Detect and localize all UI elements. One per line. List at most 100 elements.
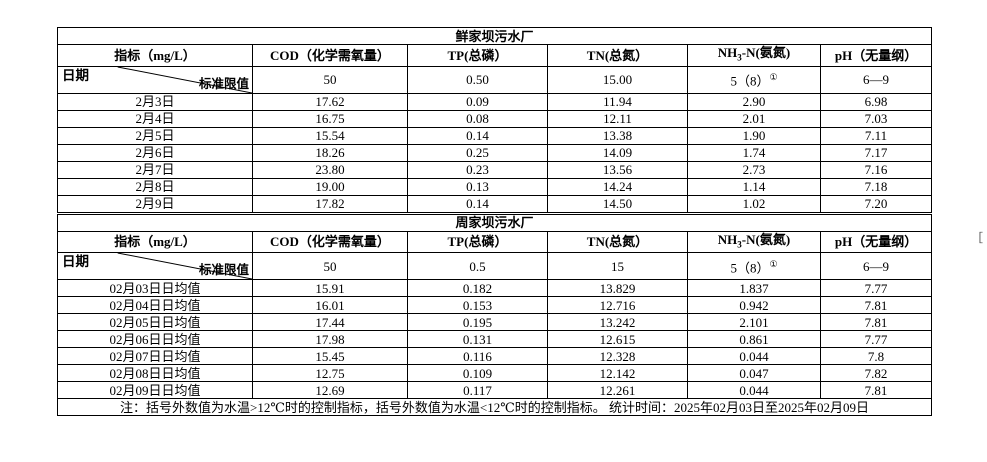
table-1-date-label: 日期: [62, 67, 89, 83]
cell-cod: 17.62: [252, 92, 408, 111]
cell-tn: 13.56: [547, 160, 688, 179]
cell-tn: 14.50: [547, 194, 688, 213]
table-2-limit-nh3n: 5（8）①: [687, 252, 821, 281]
cell-nh3n: 0.047: [687, 364, 821, 383]
cell-tn: 14.09: [547, 143, 688, 162]
table-row: 2月3日 17.62 0.09 11.94 2.90 6.98: [57, 92, 933, 111]
cell-date: 2月5日: [57, 126, 253, 145]
table-row: 2月7日 23.80 0.23 13.56 2.73 7.16: [57, 160, 933, 179]
table-row: 02月05日日均值 17.44 0.195 13.242 2.101 7.81: [57, 313, 933, 332]
water-plant-table-2: 周家坝污水厂 指标（mg/L） COD（化学需氧量） TP(总磷） TN(总氮）…: [56, 213, 933, 417]
cell-date: 2月3日: [57, 92, 253, 111]
cell-ph: 7.17: [819, 143, 933, 162]
cell-ph: 7.03: [819, 109, 933, 128]
table-1-limit-cod: 50: [252, 65, 408, 94]
table-2-corner-cell: 日期 标准限值: [57, 252, 253, 281]
cell-cod: 15.54: [252, 126, 408, 145]
cell-tn: 12.11: [547, 109, 688, 128]
cell-tp: 0.182: [407, 279, 548, 298]
table-1-header-row: 指标（mg/L） COD（化学需氧量） TP(总磷） TN(总氮） NH3-N(…: [57, 44, 933, 67]
cell-ph: 7.20: [819, 194, 933, 213]
cell-ph: 7.82: [819, 364, 933, 383]
table-2-header-indicator: 指标（mg/L）: [57, 230, 253, 254]
cell-cod: 17.98: [252, 330, 408, 349]
cell-cod: 17.44: [252, 313, 408, 332]
cell-ph: 7.18: [819, 177, 933, 196]
table-1-limit-mark: ①: [769, 72, 778, 83]
table-1-limit-tp: 0.50: [407, 65, 548, 94]
cell-tp: 0.195: [407, 313, 548, 332]
cell-tn: 12.716: [547, 296, 688, 315]
table-1-title: 鲜家坝污水厂: [56, 27, 933, 45]
cell-cod: 18.26: [252, 143, 408, 162]
table-row: 2月6日 18.26 0.25 14.09 1.74 7.17: [57, 143, 933, 162]
cell-nh3n: 0.044: [687, 347, 821, 366]
cell-nh3n: 0.942: [687, 296, 821, 315]
cell-nh3n: 1.02: [687, 194, 821, 213]
cell-tn: 12.615: [547, 330, 688, 349]
cell-date: 02月07日日均值: [57, 347, 253, 366]
table-1-header-nh3n: NH3-N(氨氮): [687, 44, 821, 67]
table-row: 02月09日日均值 12.69 0.117 12.261 0.044 7.81: [57, 381, 933, 400]
table-2-title: 周家坝污水厂: [56, 213, 933, 232]
table-2-date-label: 日期: [62, 254, 89, 270]
cell-nh3n: 1.837: [687, 279, 821, 298]
cell-date: 2月4日: [57, 109, 253, 128]
table-2-limit-mark: ①: [769, 259, 778, 270]
cell-cod: 15.91: [252, 279, 408, 298]
cell-date: 02月03日日均值: [57, 279, 253, 298]
table-2-header-nh3n: NH3-N(氨氮): [687, 230, 821, 254]
table-2-limit-tn: 15: [547, 252, 688, 281]
table-2-limit-row: 日期 标准限值 50 0.5 15 5（8）① 6—9: [57, 252, 933, 281]
table-row: 02月04日日均值 16.01 0.153 12.716 0.942 7.81: [57, 296, 933, 315]
cell-date: 02月09日日均值: [57, 381, 253, 400]
cell-nh3n: 2.101: [687, 313, 821, 332]
cell-cod: 15.45: [252, 347, 408, 366]
table-2-header-tp: TP(总磷）: [407, 230, 548, 254]
cell-ph: 7.11: [819, 126, 933, 145]
cell-tn: 13.829: [547, 279, 688, 298]
table-row: 02月08日日均值 12.75 0.109 12.142 0.047 7.82: [57, 364, 933, 383]
water-plant-table-1: 鲜家坝污水厂 指标（mg/L） COD（化学需氧量） TP(总磷） TN(总氮）…: [56, 27, 933, 213]
table-2-std-label: 标准限值: [198, 263, 249, 278]
footnote-text: 注：括号外数值为水温>12℃时的控制指标，括号外数值为水温<12℃时的控制指标。…: [56, 398, 933, 417]
cell-ph: 7.16: [819, 160, 933, 179]
cell-cod: 12.69: [252, 381, 408, 400]
cell-tp: 0.116: [407, 347, 548, 366]
cell-nh3n: 1.74: [687, 143, 821, 162]
table-1-limit-nh3n-value: 5（8）: [730, 73, 770, 89]
table-1-limit-row: 日期 标准限值 50 0.50 15.00 5（8）① 6—9: [57, 65, 933, 94]
cell-ph: 6.98: [819, 92, 933, 111]
cell-date: 02月06日日均值: [57, 330, 253, 349]
cell-tn: 11.94: [547, 92, 688, 111]
cell-cod: 16.01: [252, 296, 408, 315]
table-row: 2月9日 17.82 0.14 14.50 1.02 7.20: [57, 194, 933, 213]
table-1-limit-nh3n: 5（8）①: [687, 65, 821, 94]
table-2-limit-ph: 6—9: [819, 252, 933, 281]
cell-tp: 0.14: [407, 126, 548, 145]
cell-ph: 7.77: [819, 279, 933, 298]
cell-cod: 19.00: [252, 177, 408, 196]
report-sheet: 鲜家坝污水厂 指标（mg/L） COD（化学需氧量） TP(总磷） TN(总氮）…: [56, 27, 933, 417]
cell-nh3n: 1.14: [687, 177, 821, 196]
table-2-limit-nh3n-value: 5（8）: [730, 260, 770, 276]
cell-date: 2月6日: [57, 143, 253, 162]
cell-tn: 13.242: [547, 313, 688, 332]
cell-cod: 12.75: [252, 364, 408, 383]
table-2-limit-tp: 0.5: [407, 252, 548, 281]
table-row: 2月5日 15.54 0.14 13.38 1.90 7.11: [57, 126, 933, 145]
cell-tp: 0.131: [407, 330, 548, 349]
table-1-header-indicator: 指标（mg/L）: [57, 44, 253, 67]
cell-ph: 7.81: [819, 381, 933, 400]
cell-tp: 0.13: [407, 177, 548, 196]
cell-tp: 0.109: [407, 364, 548, 383]
cell-nh3n: 0.044: [687, 381, 821, 400]
cell-tp: 0.08: [407, 109, 548, 128]
cell-date: 02月04日日均值: [57, 296, 253, 315]
cell-date: 02月05日日均值: [57, 313, 253, 332]
cell-ph: 7.8: [819, 347, 933, 366]
cell-tn: 12.261: [547, 381, 688, 400]
table-2-header-cod: COD（化学需氧量）: [252, 230, 408, 254]
cell-tp: 0.23: [407, 160, 548, 179]
